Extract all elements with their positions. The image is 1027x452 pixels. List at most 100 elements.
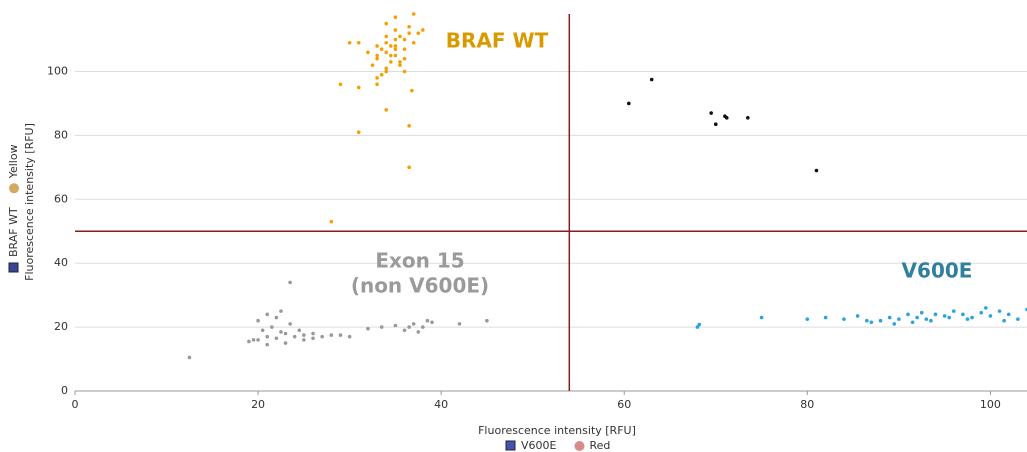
x-tick-label: 20 [251, 398, 265, 411]
point [338, 82, 343, 87]
point [805, 317, 810, 321]
annotation: V600E [902, 259, 973, 283]
point [288, 280, 292, 285]
point [389, 60, 393, 64]
point [965, 317, 970, 321]
point [265, 342, 270, 347]
x-axis-label: Fluorescence intensity [RFU] [478, 424, 636, 437]
point [842, 317, 846, 321]
point [430, 320, 434, 325]
point [1002, 318, 1006, 323]
point [356, 130, 361, 135]
point [393, 28, 398, 32]
point [311, 336, 315, 341]
point [256, 338, 260, 342]
point [402, 69, 407, 74]
point [256, 318, 260, 323]
point [906, 312, 910, 317]
point [924, 317, 929, 321]
point [746, 116, 750, 120]
point [724, 116, 729, 120]
point [393, 47, 398, 51]
point [407, 124, 411, 128]
legend-label: Yellow [7, 144, 20, 179]
point [421, 325, 425, 329]
point [709, 111, 713, 115]
point [260, 328, 265, 333]
point [356, 40, 361, 45]
point [865, 318, 869, 323]
y-tick-label: 0 [61, 384, 68, 397]
legend-swatch [9, 183, 19, 194]
point [402, 37, 407, 42]
point [247, 339, 251, 344]
point [407, 165, 411, 170]
point [379, 325, 384, 329]
point [407, 24, 411, 29]
point [695, 325, 700, 329]
point [375, 76, 379, 80]
annotation: BRAF WT [446, 29, 549, 53]
point [887, 315, 892, 320]
point [187, 355, 192, 360]
point [878, 318, 883, 323]
point [759, 315, 764, 320]
point [915, 315, 919, 320]
point [288, 322, 292, 326]
point [627, 101, 631, 106]
point [942, 314, 947, 318]
point [302, 338, 306, 342]
point [425, 318, 430, 323]
legend-label: V600E [521, 439, 557, 452]
point [384, 40, 389, 45]
point [947, 315, 951, 320]
point [283, 331, 288, 336]
point [984, 306, 988, 310]
point [379, 47, 384, 51]
point [384, 69, 389, 74]
point [416, 330, 421, 334]
x-tick-label: 100 [980, 398, 1001, 411]
point [823, 315, 828, 320]
y-legend: BRAF WT Yellow [7, 144, 20, 273]
point [411, 322, 416, 326]
point [411, 40, 416, 45]
legend-swatch [505, 440, 516, 451]
point [988, 314, 993, 318]
point [393, 15, 398, 19]
point [270, 325, 274, 329]
point [384, 66, 389, 71]
point [411, 12, 416, 16]
point [347, 334, 352, 339]
legend-label: BRAF WT [7, 207, 20, 257]
point [713, 122, 718, 127]
point [961, 312, 965, 317]
point [265, 334, 270, 339]
legend-swatch [574, 441, 585, 451]
point [384, 50, 389, 55]
x-tick-label: 80 [800, 398, 814, 411]
point [384, 34, 389, 39]
point [384, 108, 389, 112]
point [402, 47, 407, 51]
point [1016, 317, 1020, 321]
point [251, 338, 256, 342]
y-axis-label: Fluorescence intensity [RFU] [23, 123, 36, 281]
point [393, 53, 398, 58]
point [384, 21, 389, 26]
point [393, 37, 398, 42]
point [347, 40, 352, 45]
x-tick-label: 40 [434, 398, 448, 411]
point [892, 322, 897, 326]
point [356, 85, 361, 90]
point [697, 322, 702, 327]
point [265, 312, 270, 317]
y-tick-label: 100 [47, 65, 68, 78]
point [410, 88, 414, 93]
point [302, 333, 306, 337]
point [393, 323, 398, 328]
point [297, 328, 302, 333]
point [366, 326, 370, 331]
point [398, 60, 402, 64]
